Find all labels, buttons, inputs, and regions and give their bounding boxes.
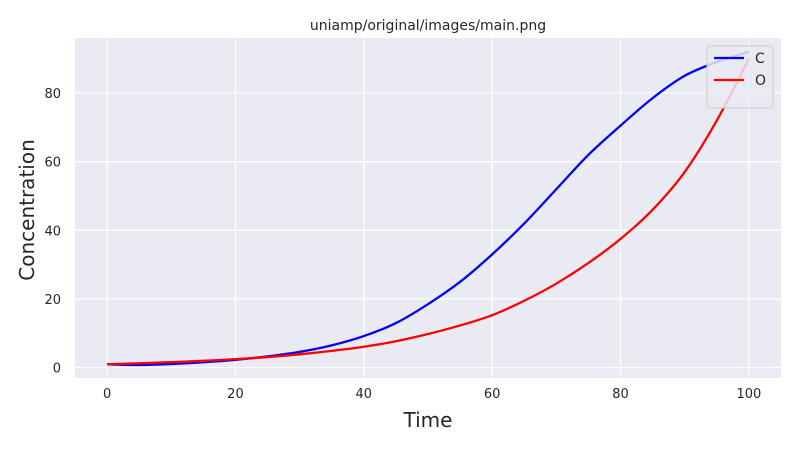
y-tick-label: 40	[44, 224, 61, 239]
y-tick-label: 60	[44, 156, 61, 171]
series-layer	[107, 50, 750, 367]
y-axis-title: Concentration	[15, 139, 39, 280]
x-tick-label: 20	[227, 387, 244, 402]
legend-box	[706, 45, 774, 109]
chart-title: uniamp/original/images/main.png	[310, 18, 546, 34]
x-tick-label: 80	[612, 387, 629, 402]
legend-label-C: C	[755, 51, 765, 67]
x-tick-label: 60	[484, 387, 501, 402]
y-axis: 0 20 40 60 80	[44, 87, 61, 377]
legend: CO	[706, 45, 774, 109]
x-axis-title: Time	[403, 408, 453, 432]
x-tick-label: 40	[356, 387, 373, 402]
series-line-C	[107, 50, 750, 367]
y-tick-label: 80	[44, 87, 61, 102]
x-axis: 0 20 40 60 80 100	[103, 387, 761, 402]
series-line-O	[107, 58, 750, 366]
x-tick-label: 0	[103, 387, 111, 402]
x-tick-label: 100	[736, 387, 761, 402]
y-tick-label: 0	[53, 362, 61, 377]
y-tick-label: 20	[44, 293, 61, 308]
legend-label-O: O	[755, 73, 766, 89]
plot-area	[75, 38, 781, 378]
